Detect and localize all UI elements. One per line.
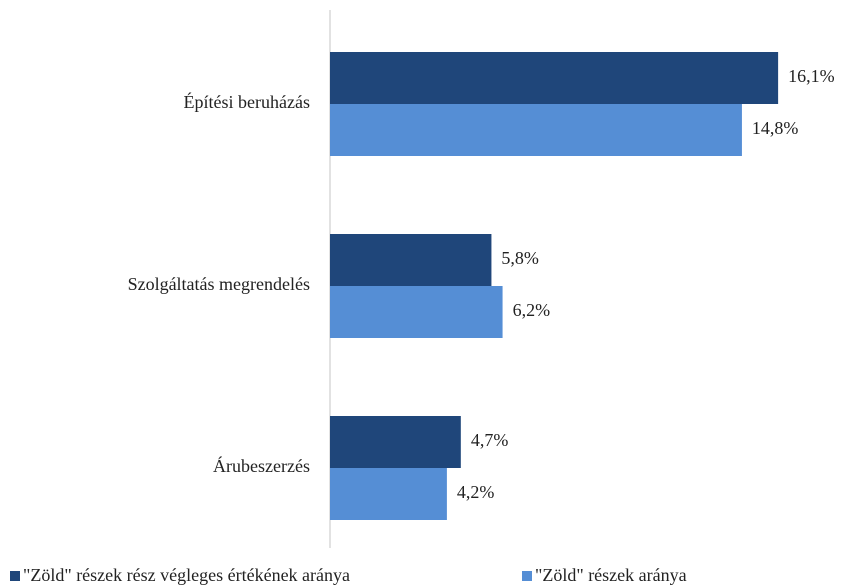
data-label: 14,8%: [752, 118, 799, 138]
bar: [330, 468, 447, 520]
y-tick-label: Szolgáltatás megrendelés: [128, 274, 310, 294]
legend-swatch: [10, 571, 20, 581]
y-tick-label: Árubeszerzés: [213, 455, 310, 476]
data-label: 5,8%: [501, 248, 539, 268]
legend-label: "Zöld" részek rész végleges értékének ar…: [23, 565, 350, 585]
bar: [330, 416, 461, 468]
data-label: 16,1%: [788, 66, 835, 86]
bar: [330, 52, 779, 104]
y-tick-label: Építési beruházás: [184, 91, 310, 112]
legend-label: "Zöld" részek aránya: [535, 565, 687, 585]
bar: [330, 234, 492, 286]
legend-swatch: [522, 571, 532, 581]
data-label: 6,2%: [513, 300, 551, 320]
data-label: 4,2%: [457, 482, 495, 502]
bar: [330, 104, 742, 156]
bar: [330, 286, 503, 338]
data-label: 4,7%: [471, 430, 509, 450]
